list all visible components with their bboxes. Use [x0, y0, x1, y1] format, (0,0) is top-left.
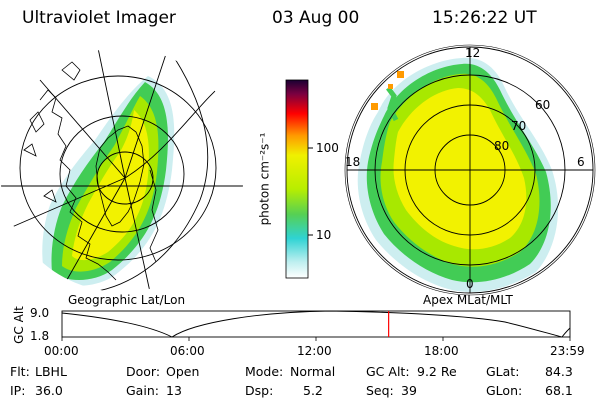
colorbar-tick-100: 100 [316, 141, 339, 155]
right-map-caption: Apex MLat/MLT [423, 293, 513, 307]
glat-value: 84.3 [545, 364, 573, 379]
altitude-plot [61, 310, 571, 341]
seq-label: Seq: [366, 383, 394, 398]
app-title: Ultraviolet Imager [22, 8, 176, 28]
door-value: Open [166, 364, 200, 379]
mlt-label-12: 12 [465, 46, 481, 60]
altitude-curve [61, 310, 571, 338]
coastline-greenland [95, 125, 145, 227]
cusp-marker-2 [371, 103, 378, 110]
gcalt-value: 9.2 Re [417, 364, 457, 379]
filter-value: LBHL [35, 364, 67, 379]
mlt-label-6: 6 [577, 155, 585, 169]
lat-label-70: 70 [511, 119, 527, 133]
cusp-marker-1 [397, 71, 404, 78]
altitude-ylabel: GC Alt [11, 306, 26, 344]
mode-label: Mode: [245, 364, 284, 379]
coastline-canada [39, 89, 117, 281]
filter-label: Flt: [10, 364, 30, 379]
gain-label: Gain: [126, 383, 159, 398]
mlt-label-0: 0 [466, 277, 474, 291]
colorbar [285, 79, 313, 279]
emission-yellow-left [72, 110, 149, 261]
glon-value: 68.1 [545, 383, 573, 398]
date-readout: 03 Aug 00 [272, 8, 360, 28]
altitude-xtick-0600: 06:00 [170, 344, 205, 358]
left-map-caption: Geographic Lat/Lon [68, 293, 186, 307]
altitude-xtick-0000: 00:00 [44, 344, 79, 358]
colorbar-tick-10: 10 [316, 228, 332, 242]
seq-value: 39 [401, 383, 417, 398]
glat-label: GLat: [486, 364, 520, 379]
altitude-xtick-1200: 12:00 [297, 344, 332, 358]
ip-value: 36.0 [35, 383, 63, 398]
geographic-map [0, 48, 244, 292]
altitude-ytick-low: 1.8 [30, 329, 50, 343]
glon-label: GLon: [486, 383, 523, 398]
mlt-label-18: 18 [345, 155, 361, 169]
lat-label-60: 60 [535, 98, 551, 112]
altitude-xtick-2359: 23:59 [550, 344, 585, 358]
altitude-ytick-high: 9.0 [30, 306, 50, 320]
dsp-value: 5.2 [303, 383, 323, 398]
coastline-europe [149, 169, 159, 263]
mlt-map [344, 44, 596, 296]
mode-value: Normal [290, 364, 336, 379]
colorbar-unit-label: photon cm⁻²s⁻¹ [257, 132, 272, 226]
ip-label: IP: [10, 383, 26, 398]
dsp-label: Dsp: [245, 383, 274, 398]
cusp-marker-3 [388, 84, 393, 89]
gcalt-label: GC Alt: [366, 364, 410, 379]
emission-yellow-right [393, 88, 527, 250]
altitude-xtick-1800: 18:00 [424, 344, 459, 358]
lat-label-80: 80 [494, 139, 510, 153]
time-readout: 15:26:22 UT [432, 8, 537, 28]
door-label: Door: [126, 364, 161, 379]
coastline-islands [17, 61, 81, 203]
gain-value: 13 [166, 383, 182, 398]
